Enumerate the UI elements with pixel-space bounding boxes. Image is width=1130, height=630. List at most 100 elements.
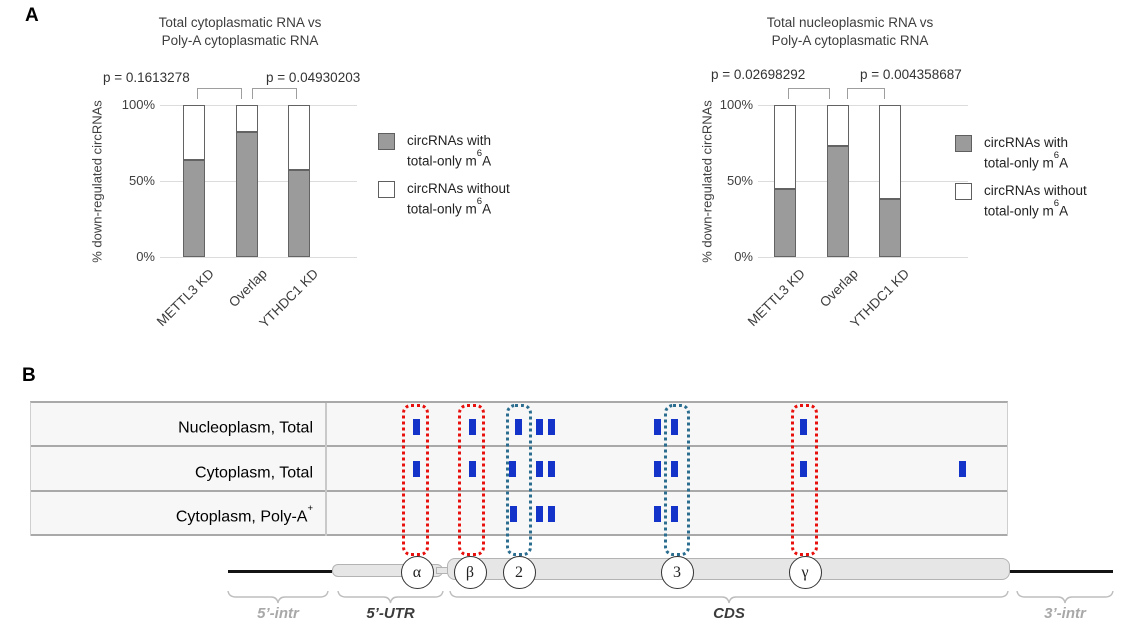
- m6a-site-mark: [671, 419, 678, 435]
- m6a-site-mark: [654, 419, 661, 435]
- row-label-nucleoplasm-total: Nucleoplasm, Total: [13, 415, 313, 437]
- legend2-item-with-m6a: circRNAs with total-only m6A: [955, 134, 1068, 172]
- dotted-box-gamma: [791, 404, 818, 556]
- m6a-site-mark: [654, 461, 661, 477]
- chart2-gridline: [758, 181, 968, 182]
- cds-bar: [447, 558, 1010, 580]
- table-column-divider: [325, 403, 327, 536]
- legend-without-line1: circRNAs without: [407, 181, 510, 196]
- m6a-site-mark: [413, 419, 420, 435]
- row-label-cytoplasm-polya: Cytoplasm, Poly-A+: [13, 503, 313, 525]
- chart2-gridline: [758, 257, 968, 258]
- m6a-site-mark: [515, 419, 522, 435]
- m6a-site-mark: [800, 461, 807, 477]
- chart2-title: Total nucleoplasmic RNA vs Poly-A cytopl…: [695, 14, 1005, 50]
- chart1-pvalue-right: p = 0.04930203: [266, 70, 361, 85]
- brace-5’-intr: [227, 591, 329, 604]
- row-label-cytoplasm-total: Cytoplasm, Total: [13, 460, 313, 482]
- intron-line-5prime: [228, 570, 332, 573]
- table-row: [31, 492, 1007, 536]
- chart2-bracket-left: [788, 88, 830, 99]
- m6a-site-mark: [536, 419, 543, 435]
- legend-without-line2-end: A: [1059, 203, 1069, 219]
- legend-without-line2: total-only m: [407, 201, 477, 217]
- legend-without-line2: total-only m: [984, 203, 1054, 219]
- bar-mettl3-kd-with-m6a: [183, 159, 205, 257]
- legend-without-sup6: 6: [476, 196, 483, 207]
- chart1-y-axis-title: % down-regulated circRNAs: [89, 100, 105, 263]
- chart2-title-line1: Total nucleoplasmic RNA vs: [766, 15, 934, 30]
- region-label-5’-UTR: 5’-UTR: [366, 605, 415, 622]
- m6a-site-mark: [548, 419, 555, 435]
- chart2-ytick-50: 50%: [726, 173, 753, 188]
- m6a-site-mark: [654, 506, 661, 522]
- bar-ythdc1-kd-without-m6a: [879, 105, 901, 200]
- bar-ythdc1-kd-without-m6a: [288, 105, 310, 171]
- panel-a-label: A: [25, 5, 39, 26]
- chart1-title-line1: Total cytoplasmatic RNA vs: [158, 15, 322, 30]
- legend-item-with-m6a: circRNAs with total-only m6A: [378, 132, 491, 170]
- legend-swatch-gray: [378, 133, 395, 150]
- m6a-site-mark: [469, 419, 476, 435]
- dotted-box-alpha: [402, 404, 429, 556]
- bar-ythdc1-kd-with-m6a: [288, 170, 310, 257]
- chart2-pvalue-right: p = 0.004358687: [860, 67, 962, 82]
- region-label-5’-intr: 5’-intr: [257, 605, 299, 622]
- chart1-x-label-mettl3-kd: METTL3 KD: [153, 266, 217, 330]
- legend-item-without-m6a: circRNAs without total-only m6A: [378, 180, 510, 218]
- legend-with-line1: circRNAs with: [984, 135, 1069, 150]
- chart1-gridline: [160, 257, 357, 258]
- legend-with-line1: circRNAs with: [407, 133, 492, 148]
- legend-label-without: circRNAs without total-only m6A: [984, 182, 1087, 220]
- legend-without-line1: circRNAs without: [984, 183, 1087, 198]
- chart1-title-line2: Poly-A cytoplasmatic RNA: [161, 33, 319, 48]
- m6a-site-mark: [469, 461, 476, 477]
- chart1-ytick-0: 0%: [136, 249, 155, 264]
- brace-3’-intr: [1016, 591, 1114, 604]
- m6a-site-mark: [536, 506, 543, 522]
- dotted-box-3: [664, 404, 690, 556]
- m6a-site-mark: [536, 461, 543, 477]
- legend-without-line2-end: A: [482, 201, 492, 217]
- row-label-text: Cytoplasm, Total: [195, 464, 313, 482]
- legend-with-line2: total-only m: [407, 153, 477, 169]
- chart1-pvalue-left: p = 0.1613278: [103, 70, 190, 85]
- chart2-x-label-overlap: Overlap: [816, 266, 861, 311]
- bar-mettl3-kd-without-m6a: [774, 105, 796, 189]
- bar-overlap-without-m6a: [827, 105, 849, 147]
- legend-swatch-gray: [955, 135, 972, 152]
- legend-label-with: circRNAs with total-only m6A: [407, 132, 491, 170]
- dotted-box-2: [506, 404, 532, 556]
- legend-label-without: circRNAs without total-only m6A: [407, 180, 510, 218]
- chart1-title: Total cytoplasmatic RNA vs Poly-A cytopl…: [85, 14, 395, 50]
- legend-swatch-white: [378, 181, 395, 198]
- region-label-3’-intr: 3’-intr: [1044, 605, 1086, 622]
- site-circle-α: α: [400, 556, 434, 589]
- chart1-gridline: [160, 181, 357, 182]
- region-label-CDS: CDS: [713, 605, 745, 622]
- chart1-ytick-100: 100%: [121, 97, 155, 112]
- m6a-site-mark: [671, 461, 678, 477]
- dotted-box-beta: [458, 404, 485, 556]
- legend-label-with: circRNAs with total-only m6A: [984, 134, 1068, 172]
- m6a-site-mark: [800, 419, 807, 435]
- chart1-gridline: [160, 105, 357, 106]
- bar-mettl3-kd-with-m6a: [774, 188, 796, 257]
- brace-5’-UTR: [337, 591, 444, 604]
- legend-with-sup6: 6: [476, 148, 483, 159]
- bar-mettl3-kd-without-m6a: [183, 105, 205, 160]
- chart1-bracket-right: [252, 88, 297, 99]
- legend2-item-without-m6a: circRNAs without total-only m6A: [955, 182, 1087, 220]
- bar-overlap-with-m6a: [827, 146, 849, 257]
- row-label-sup: +: [307, 503, 313, 514]
- row-label-text: Nucleoplasm, Total: [178, 419, 313, 437]
- panel-b-label: B: [22, 365, 36, 386]
- brace-CDS: [449, 591, 1009, 604]
- site-circle-β: β: [453, 556, 487, 589]
- legend-with-line2-end: A: [1059, 155, 1069, 171]
- m6a-site-mark: [509, 461, 516, 477]
- chart1-x-label-overlap: Overlap: [225, 266, 270, 311]
- m6a-site-mark: [510, 506, 517, 522]
- site-circle-3: 3: [660, 556, 694, 589]
